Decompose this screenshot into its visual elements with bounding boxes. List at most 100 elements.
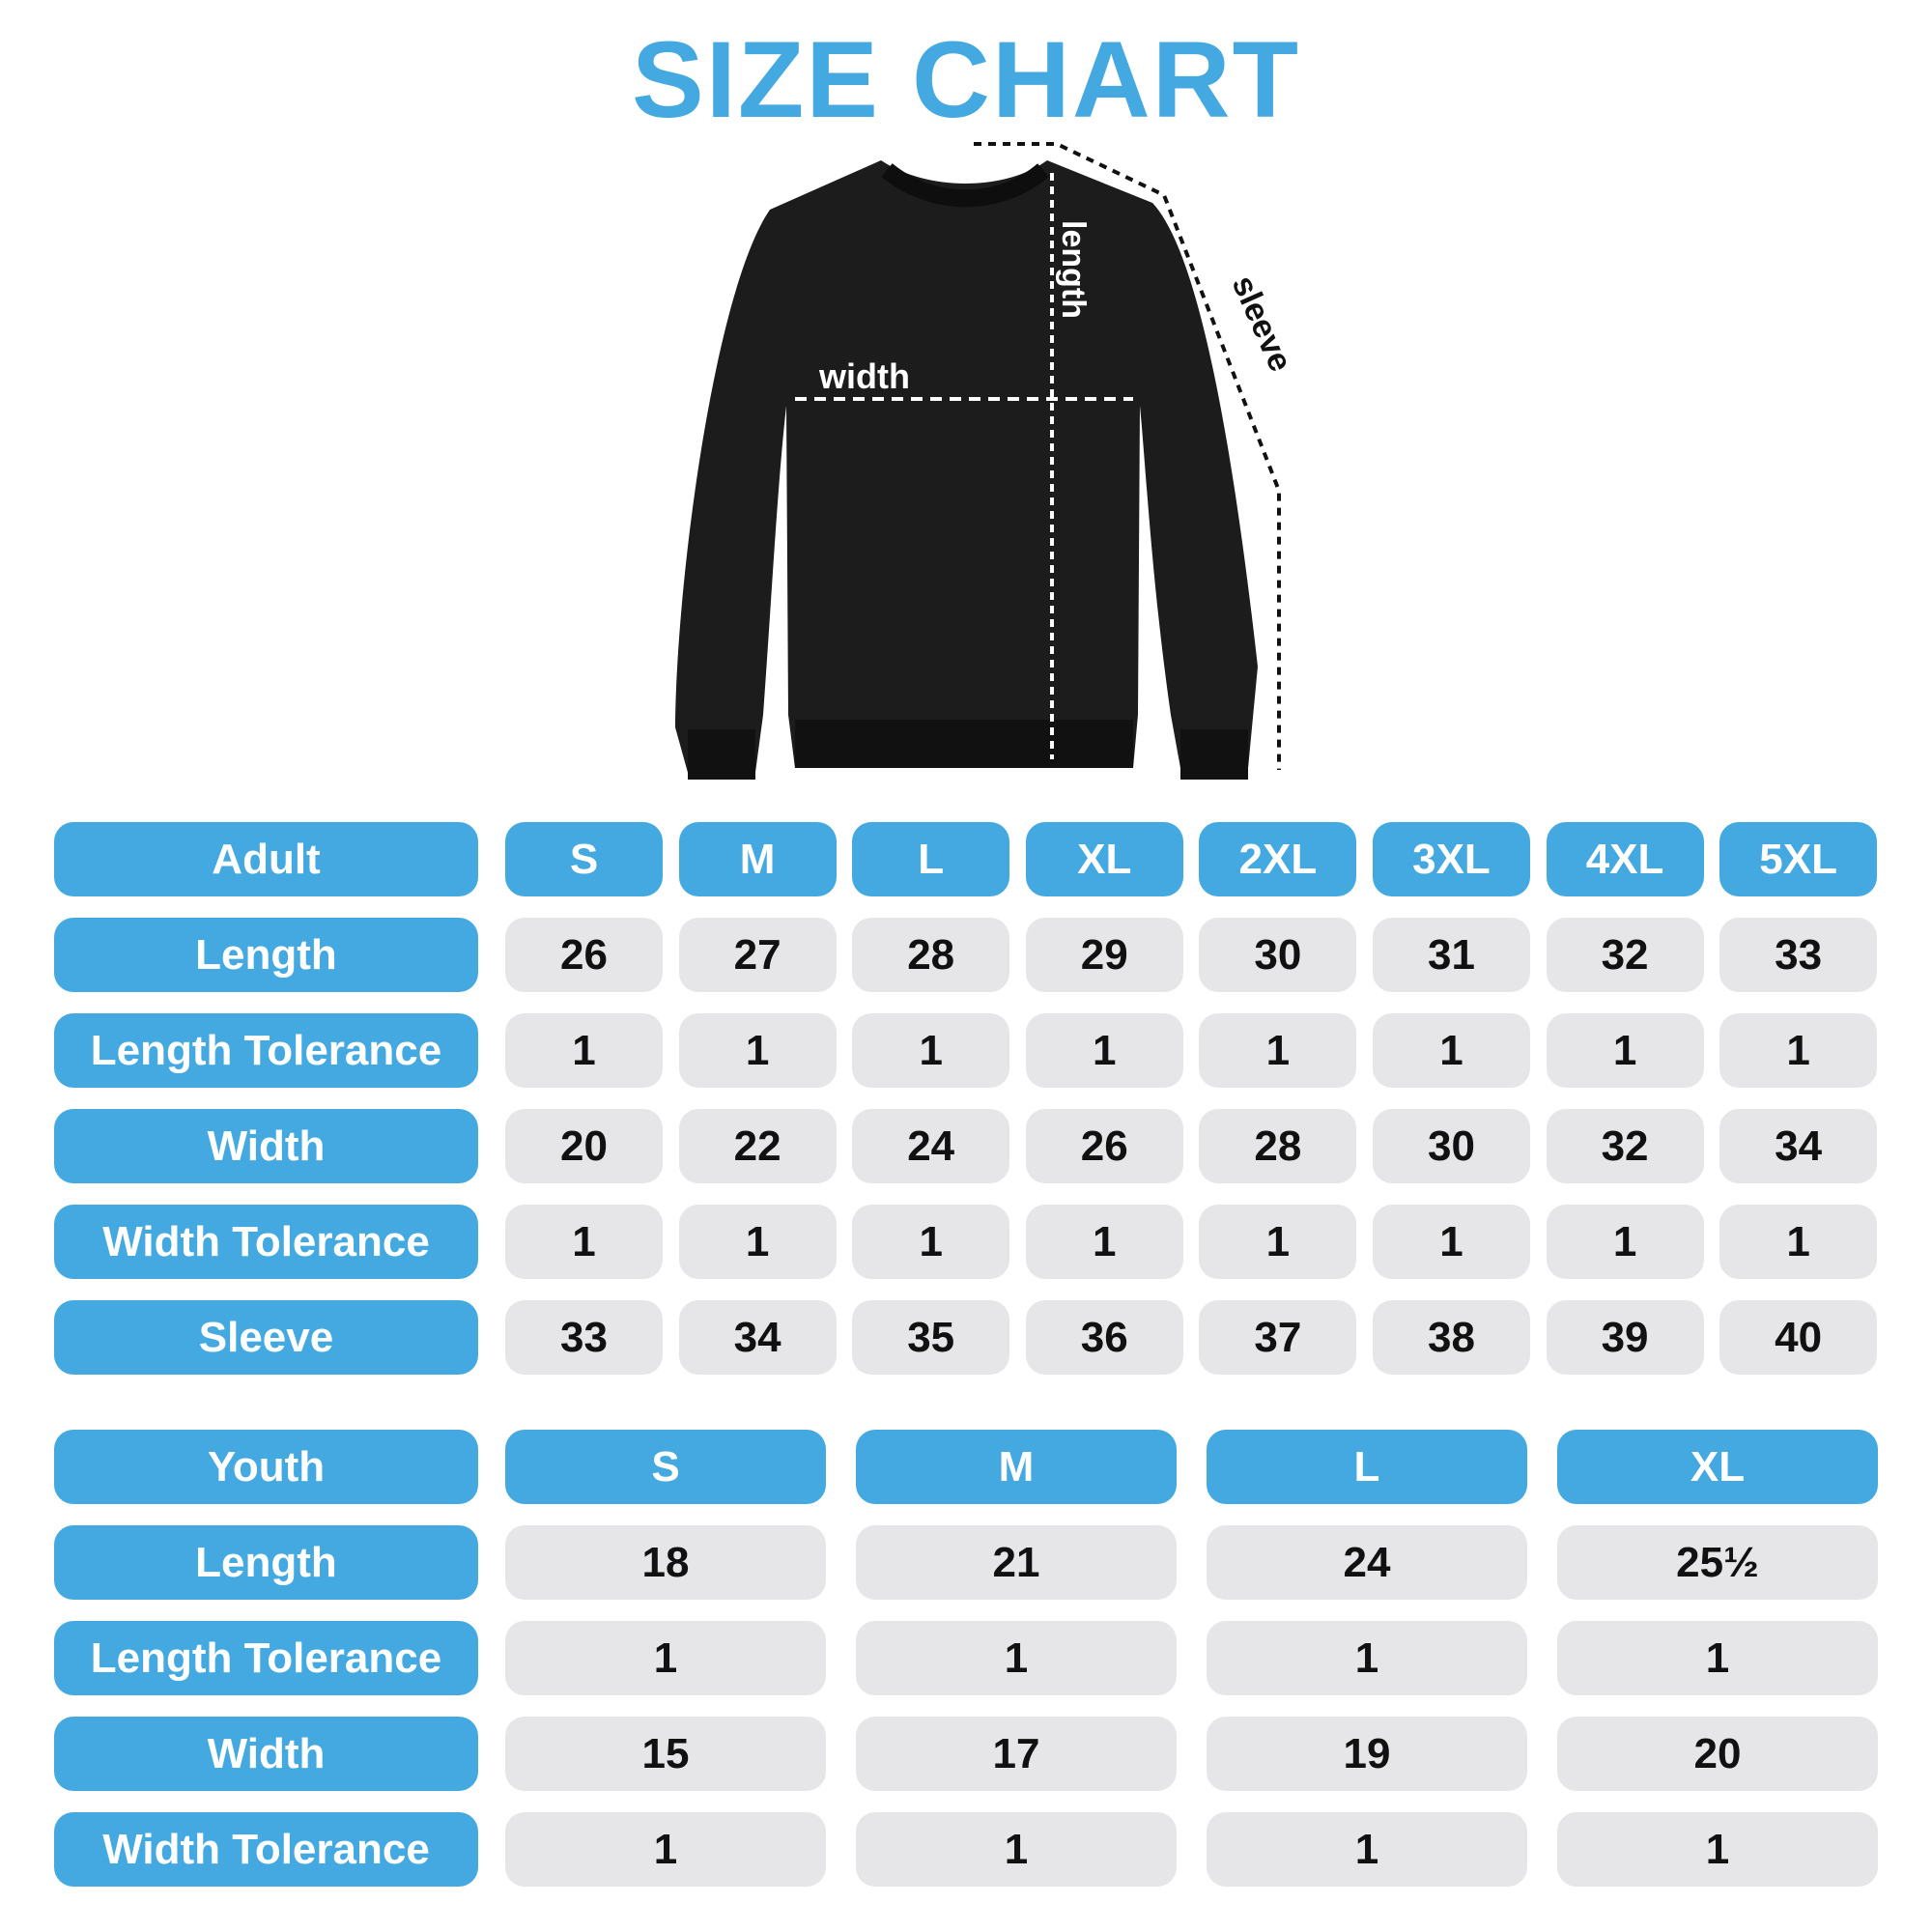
- size-header: 5XL: [1719, 822, 1878, 896]
- table-cell: 1: [1719, 1205, 1878, 1279]
- row-cells: 15 17 19 20: [505, 1717, 1908, 1791]
- table-cell: 25½: [1557, 1525, 1878, 1600]
- adult-header: Adult: [54, 822, 478, 896]
- table-cell: 21: [856, 1525, 1177, 1600]
- left-cuff: [688, 729, 755, 780]
- table-cell: 1: [1719, 1013, 1878, 1088]
- table-cell: 39: [1546, 1300, 1704, 1375]
- table-cell: 1: [1546, 1013, 1704, 1088]
- youth-header: Youth: [54, 1430, 478, 1504]
- row-cells: S M L XL: [505, 1430, 1908, 1504]
- table-cell: 32: [1546, 1109, 1704, 1183]
- table-cell: 1: [1372, 1205, 1530, 1279]
- sweater-image: [675, 160, 1258, 780]
- table-cell: 1: [1372, 1013, 1530, 1088]
- table-cell: 30: [1372, 1109, 1530, 1183]
- table-row: Length 18 21 24 25½: [54, 1525, 1908, 1600]
- table-cell: 36: [1025, 1300, 1183, 1375]
- table-cell: 1: [1025, 1205, 1183, 1279]
- table-row: Width Tolerance 1 1 1 1 1 1 1 1: [54, 1205, 1893, 1279]
- row-label: Length Tolerance: [54, 1621, 478, 1695]
- table-cell: 20: [505, 1109, 663, 1183]
- row-label: Width: [54, 1109, 478, 1183]
- table-cell: 32: [1546, 918, 1704, 992]
- table-cell: 40: [1719, 1300, 1878, 1375]
- table-cell: 29: [1025, 918, 1183, 992]
- table-cell: 20: [1557, 1717, 1878, 1791]
- row-label: Width: [54, 1717, 478, 1791]
- table-cell: 19: [1207, 1717, 1527, 1791]
- row-label: Length: [54, 918, 478, 992]
- size-header: 3XL: [1372, 822, 1530, 896]
- sweater-collar: [881, 162, 1049, 208]
- table-cell: 1: [1199, 1013, 1357, 1088]
- row-cells: 26 27 28 29 30 31 32 33: [505, 918, 1893, 992]
- table-cell: 1: [505, 1812, 826, 1887]
- size-header: L: [852, 822, 1010, 896]
- table-row: Length Tolerance 1 1 1 1: [54, 1621, 1908, 1695]
- row-cells: 20 22 24 26 28 30 32 34: [505, 1109, 1893, 1183]
- table-cell: 28: [852, 918, 1010, 992]
- table-cell: 26: [505, 918, 663, 992]
- table-cell: 22: [678, 1109, 837, 1183]
- table-cell: 34: [678, 1300, 837, 1375]
- table-cell: 1: [678, 1205, 837, 1279]
- row-label: Length: [54, 1525, 478, 1600]
- table-cell: 35: [852, 1300, 1010, 1375]
- sweater-diagram: width length sleeve: [675, 142, 1299, 780]
- page-title: SIZE CHART: [632, 19, 1300, 140]
- table-cell: 1: [1199, 1205, 1357, 1279]
- size-header: 4XL: [1546, 822, 1704, 896]
- table-row: Length Tolerance 1 1 1 1 1 1 1 1: [54, 1013, 1893, 1088]
- row-cells: S M L XL 2XL 3XL 4XL 5XL: [505, 822, 1893, 896]
- table-cell: 34: [1719, 1109, 1878, 1183]
- row-label: Sleeve: [54, 1300, 478, 1375]
- table-cell: 1: [856, 1621, 1177, 1695]
- table-cell: 24: [852, 1109, 1010, 1183]
- table-cell: 33: [505, 1300, 663, 1375]
- table-cell: 1: [1546, 1205, 1704, 1279]
- width-label: width: [818, 356, 910, 396]
- row-cells: 18 21 24 25½: [505, 1525, 1908, 1600]
- table-cell: 18: [505, 1525, 826, 1600]
- right-cuff: [1180, 729, 1248, 780]
- table-cell: 38: [1372, 1300, 1530, 1375]
- table-cell: 1: [1025, 1013, 1183, 1088]
- row-cells: 33 34 35 36 37 38 39 40: [505, 1300, 1893, 1375]
- sweater-waistband: [795, 720, 1133, 768]
- table-cell: 1: [1207, 1621, 1527, 1695]
- row-label: Length Tolerance: [54, 1013, 478, 1088]
- table-cell: 1: [852, 1013, 1010, 1088]
- table-row: Length 26 27 28 29 30 31 32 33: [54, 918, 1893, 992]
- table-row: Width Tolerance 1 1 1 1: [54, 1812, 1908, 1887]
- table-row: Width 15 17 19 20: [54, 1717, 1908, 1791]
- size-header: S: [505, 1430, 826, 1504]
- size-header: M: [856, 1430, 1177, 1504]
- table-cell: 15: [505, 1717, 826, 1791]
- table-cell: 1: [856, 1812, 1177, 1887]
- table-cell: 1: [678, 1013, 837, 1088]
- table-cell: 1: [505, 1621, 826, 1695]
- table-row: Width 20 22 24 26 28 30 32 34: [54, 1109, 1893, 1183]
- size-header: S: [505, 822, 663, 896]
- table-cell: 37: [1199, 1300, 1357, 1375]
- table-cell: 17: [856, 1717, 1177, 1791]
- row-label: Width Tolerance: [54, 1205, 478, 1279]
- table-cell: 1: [1557, 1812, 1878, 1887]
- size-header: 2XL: [1199, 822, 1357, 896]
- youth-header-row: Youth S M L XL: [54, 1430, 1908, 1504]
- length-label: length: [1055, 220, 1092, 319]
- table-cell: 1: [1557, 1621, 1878, 1695]
- table-cell: 28: [1199, 1109, 1357, 1183]
- table-cell: 1: [505, 1013, 663, 1088]
- table-row: Sleeve 33 34 35 36 37 38 39 40: [54, 1300, 1893, 1375]
- table-cell: 1: [852, 1205, 1010, 1279]
- table-cell: 33: [1719, 918, 1878, 992]
- size-header: XL: [1557, 1430, 1878, 1504]
- size-header: M: [678, 822, 837, 896]
- size-header: L: [1207, 1430, 1527, 1504]
